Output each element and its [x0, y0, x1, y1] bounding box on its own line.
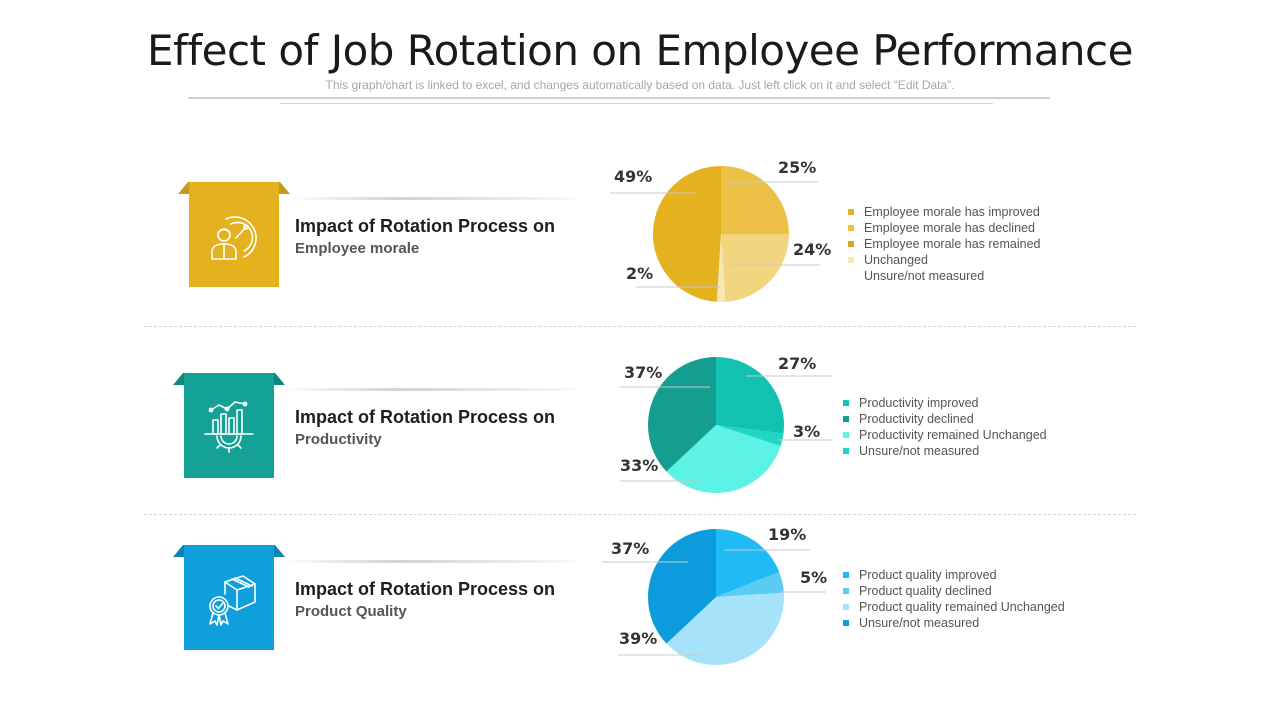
- section-subheading: Product Quality: [295, 603, 407, 620]
- legend-swatch: [843, 400, 849, 406]
- legend-swatch: [843, 588, 849, 594]
- employee-performance-meter-icon: [211, 215, 257, 260]
- data-label: 39%: [619, 629, 657, 648]
- badge: [189, 182, 279, 287]
- legend-employee-morale: Employee morale has improved Employee mor…: [848, 204, 1040, 284]
- legend-item: Productivity declined: [843, 411, 1047, 427]
- legend-label: Employee morale has remained: [864, 237, 1041, 251]
- heading-swoosh: [285, 197, 575, 200]
- data-label: 5%: [800, 568, 827, 587]
- section-divider: [144, 326, 1136, 327]
- pie-slice-2: [716, 571, 784, 597]
- heading-swoosh: [280, 388, 575, 391]
- data-label: 27%: [778, 354, 816, 373]
- legend-item: Productivity improved: [843, 395, 1047, 411]
- data-label: 33%: [620, 456, 658, 475]
- badge: [184, 545, 274, 650]
- badge: [184, 373, 274, 478]
- data-label: 25%: [778, 158, 816, 177]
- quality-box-ribbon-icon: [209, 574, 256, 626]
- pie-slice-1: [716, 529, 780, 597]
- legend-item: Employee morale has declined: [848, 220, 1040, 236]
- page-subtitle: This graph/chart is linked to excel, and…: [325, 78, 955, 92]
- section-subheading: Productivity: [295, 431, 382, 448]
- data-label: 19%: [768, 525, 806, 544]
- legend-item: Employee morale has improved: [848, 204, 1040, 220]
- legend-swatch: [848, 209, 854, 215]
- legend-item: Productivity remained Unchanged: [843, 427, 1047, 443]
- legend-swatch: [848, 257, 854, 263]
- pie-slice-3: [666, 592, 784, 666]
- pie-slice-1: [721, 166, 789, 234]
- legend-item: Product quality declined: [843, 583, 1065, 599]
- pie-slice-2: [716, 425, 784, 447]
- section-subheading: Employee morale: [295, 240, 420, 257]
- pie-slice-3: [716, 234, 726, 302]
- legend-label: Employee morale has declined: [864, 221, 1035, 235]
- legend-product-quality: Product quality improved Product quality …: [843, 567, 1065, 631]
- legend-item: Unchanged: [848, 252, 1040, 268]
- legend-label: Unsure/not measured: [864, 269, 985, 283]
- legend-item: Employee morale has remained: [848, 236, 1040, 252]
- pie-slice-4: [648, 529, 716, 644]
- pie-slice-4: [652, 166, 721, 302]
- data-label: 37%: [624, 363, 662, 382]
- legend-label: Product quality improved: [859, 568, 997, 582]
- legend-productivity: Productivity improved Productivity declin…: [843, 395, 1047, 459]
- pie-slice-3: [666, 425, 781, 493]
- data-label: 24%: [793, 240, 831, 259]
- legend-item: Unsure/not measured: [848, 268, 1040, 284]
- heading-swoosh: [280, 560, 575, 563]
- section-heading: Impact of Rotation Process on: [295, 216, 556, 236]
- title-underline: [188, 97, 1050, 99]
- legend-label: Productivity improved: [859, 396, 979, 410]
- legend-swatch: [843, 416, 849, 422]
- section-heading: Impact of Rotation Process on: [295, 407, 556, 427]
- pie-slice-2: [721, 234, 789, 302]
- legend-item: Product quality improved: [843, 567, 1065, 583]
- legend-label: Employee morale has improved: [864, 205, 1040, 219]
- legend-swatch: [843, 604, 849, 610]
- data-label: 3%: [793, 422, 820, 441]
- legend-swatch: [848, 225, 854, 231]
- productivity-gear-chart-icon: [204, 400, 254, 453]
- legend-swatch: [843, 448, 849, 454]
- pie-slice-1: [716, 357, 784, 434]
- data-label: 49%: [614, 167, 652, 186]
- pie-slice-4: [648, 357, 716, 472]
- legend-label: Productivity declined: [859, 412, 974, 426]
- legend-item: Unsure/not measured: [843, 443, 1047, 459]
- legend-swatch: [843, 620, 849, 626]
- section-divider: [144, 514, 1136, 515]
- legend-swatch: [843, 572, 849, 578]
- legend-swatch: [843, 432, 849, 438]
- data-label: 37%: [611, 539, 649, 558]
- legend-item: Unsure/not measured: [843, 615, 1065, 631]
- legend-swatch: [848, 241, 854, 247]
- legend-label: Unsure/not measured: [859, 444, 980, 458]
- legend-label: Unchanged: [864, 253, 928, 267]
- legend-label: Product quality declined: [859, 584, 992, 598]
- page-title: Effect of Job Rotation on Employee Perfo…: [147, 26, 1133, 75]
- data-label: 2%: [626, 264, 653, 283]
- section-heading: Impact of Rotation Process on: [295, 579, 556, 599]
- legend-label: Unsure/not measured: [859, 616, 980, 630]
- legend-item: Product quality remained Unchanged: [843, 599, 1065, 615]
- legend-label: Product quality remained Unchanged: [859, 600, 1065, 614]
- legend-label: Productivity remained Unchanged: [859, 428, 1047, 442]
- title-underline-secondary: [280, 103, 993, 104]
